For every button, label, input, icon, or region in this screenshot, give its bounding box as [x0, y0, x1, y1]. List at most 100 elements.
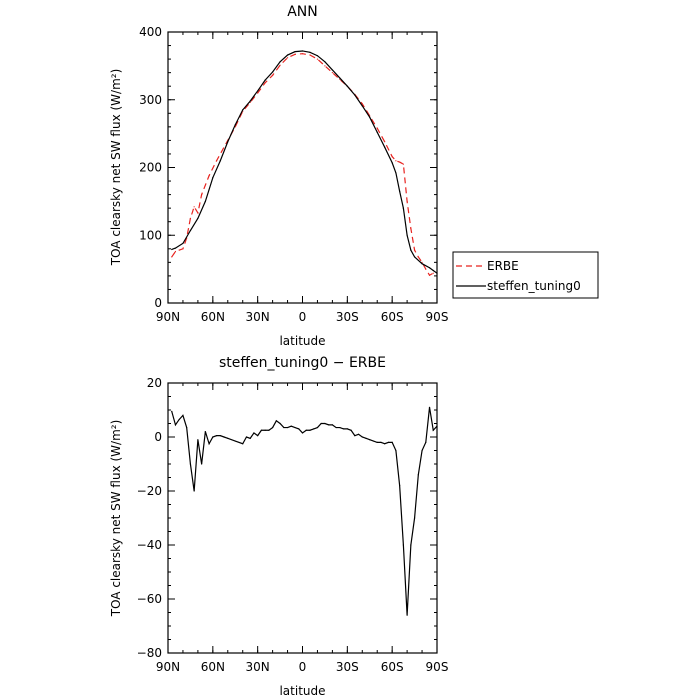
data-point	[324, 422, 326, 425]
data-point	[182, 242, 184, 244]
data-point	[354, 94, 356, 96]
data-point	[350, 429, 352, 431]
data-point	[174, 424, 177, 426]
data-point	[215, 435, 218, 437]
data-point	[395, 449, 397, 452]
data-point	[357, 433, 360, 435]
chart-title: ANN	[287, 4, 318, 20]
data-point	[410, 249, 412, 251]
data-point	[391, 441, 393, 443]
data-point	[234, 124, 236, 126]
data-point	[309, 54, 311, 56]
data-point	[417, 474, 419, 476]
x-tick-label: 90S	[426, 310, 449, 324]
data-point	[189, 217, 192, 219]
data-point	[182, 248, 184, 250]
data-point	[376, 441, 378, 443]
x-tick-label: 60N	[201, 660, 225, 674]
data-point	[249, 437, 251, 439]
data-point	[387, 441, 390, 443]
data-point	[290, 425, 292, 427]
data-point	[272, 426, 274, 429]
x-tick-label: 30S	[336, 660, 359, 674]
data-point	[410, 227, 412, 230]
data-point	[242, 109, 244, 111]
legend-box	[452, 251, 599, 299]
data-point	[283, 426, 285, 429]
data-point	[189, 463, 192, 465]
data-point	[361, 105, 363, 107]
data-point	[279, 61, 281, 63]
data-point	[339, 426, 341, 429]
data-point	[354, 435, 356, 437]
data-point	[298, 428, 300, 430]
data-point	[219, 435, 221, 437]
y-tick-label: 100	[139, 228, 162, 242]
data-point	[324, 61, 326, 63]
data-point	[257, 90, 259, 92]
data-point	[234, 440, 236, 442]
y-tick-label: −60	[137, 592, 162, 606]
data-point	[227, 437, 229, 439]
data-point	[391, 156, 393, 158]
data-point	[201, 194, 203, 196]
data-point	[331, 69, 333, 71]
data-point	[268, 429, 270, 431]
data-point	[249, 100, 251, 102]
x-tick-label: 90N	[156, 660, 180, 674]
data-point	[402, 544, 404, 546]
data-point	[410, 544, 412, 546]
data-point	[253, 432, 255, 434]
data-point	[436, 425, 438, 427]
plot-frame	[167, 382, 438, 654]
data-point	[286, 54, 289, 56]
data-point	[286, 57, 289, 59]
data-point	[257, 92, 259, 94]
data-point	[324, 65, 326, 67]
data-point	[257, 435, 259, 437]
legend: ERBE steffen_tuning0	[452, 251, 599, 299]
x-tick-label: 30N	[246, 310, 270, 324]
data-point	[171, 256, 173, 258]
data-point	[301, 50, 304, 52]
data-point	[391, 162, 393, 164]
data-point	[245, 436, 248, 438]
x-tick-label: 30S	[336, 310, 359, 324]
data-point	[376, 127, 378, 129]
data-point	[174, 247, 177, 249]
y-tick-label: 300	[139, 93, 162, 107]
data-point	[343, 428, 345, 430]
data-point	[384, 146, 386, 148]
data-point	[316, 426, 319, 429]
data-point	[215, 160, 218, 162]
data-point	[331, 424, 333, 426]
data-point	[425, 441, 427, 443]
data-point	[380, 441, 382, 443]
x-tick-label: 90S	[426, 660, 449, 674]
data-point	[365, 437, 367, 439]
data-point	[204, 431, 206, 433]
data-point	[260, 429, 262, 431]
x-tick-label: 0	[299, 310, 307, 324]
data-point	[316, 58, 319, 60]
series-line-erbe	[171, 53, 434, 277]
x-axis-label: latitude	[279, 684, 325, 698]
data-point	[361, 436, 363, 438]
y-tick-label: 0	[154, 296, 162, 310]
y-tick-label: 0	[154, 430, 162, 444]
data-point	[309, 429, 311, 431]
data-point	[399, 190, 401, 192]
data-point	[413, 517, 416, 519]
data-point	[399, 161, 401, 163]
y-tick-label: 200	[139, 161, 162, 175]
data-point	[346, 85, 348, 87]
chart-panel-1: ANN 90N 60N 30N 0 30S 60S 90S 0 100 200 300 400 latit…	[109, 4, 599, 348]
data-point	[219, 160, 221, 162]
legend-label: ERBE	[487, 259, 519, 273]
data-point	[189, 229, 192, 232]
data-point	[193, 490, 195, 492]
data-point	[402, 163, 404, 165]
y-axis-label: TOA clearsky net SW flux (W/m²)	[109, 69, 123, 267]
data-point	[186, 426, 188, 429]
data-point	[313, 428, 315, 430]
